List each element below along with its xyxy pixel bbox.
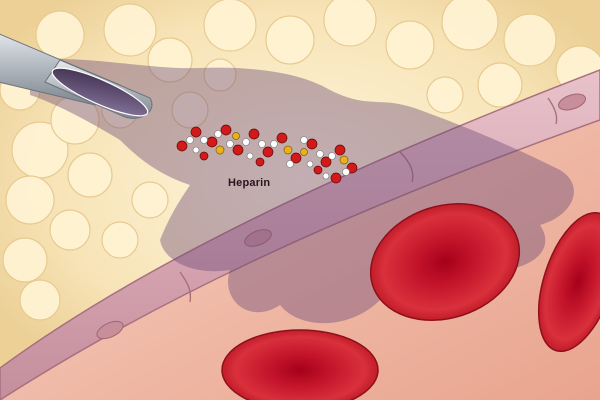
red-blood-cell xyxy=(537,211,600,353)
red-blood-cell xyxy=(221,329,379,400)
endothelial-cells xyxy=(179,97,558,303)
syringe-needle xyxy=(0,33,153,119)
fat-cells xyxy=(0,0,600,321)
heparin-molecule xyxy=(176,124,358,184)
heparin-label: Heparin xyxy=(228,177,271,189)
needle-bore xyxy=(51,67,149,117)
red-blood-cell xyxy=(369,203,521,321)
red-blood-cells xyxy=(221,203,600,400)
cell-nuclei xyxy=(96,93,586,340)
vessel-wall xyxy=(0,69,600,400)
